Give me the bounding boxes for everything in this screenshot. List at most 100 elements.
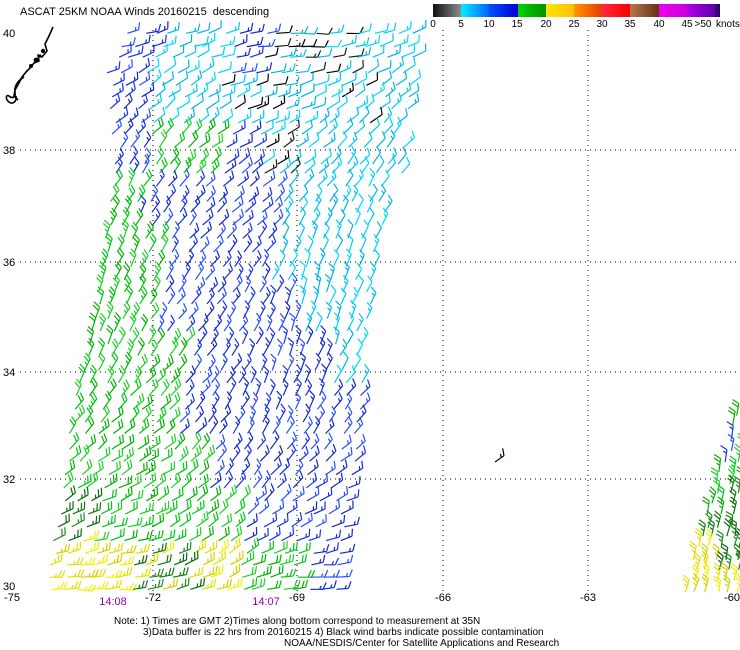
wind-barb (134, 365, 143, 384)
wind-barb (292, 486, 305, 502)
wind-barb (397, 146, 407, 165)
wind-barb (292, 470, 304, 489)
wind-barb (277, 170, 288, 187)
wind-barb (393, 34, 409, 48)
wind-barb (247, 416, 255, 434)
wind-barb (358, 249, 365, 267)
wind-barb (214, 459, 225, 476)
wind-barb (359, 147, 371, 165)
wind-barb (188, 130, 199, 148)
wind-barb (268, 301, 276, 320)
wind-barb (250, 23, 265, 34)
wind-barb (494, 448, 505, 463)
wind-barb (241, 326, 249, 345)
note-line-2: 3)Data buffer is 22 hrs from 20160215 4)… (143, 627, 544, 638)
wind-barb (196, 157, 207, 174)
wind-barb (265, 110, 279, 124)
chart-title: ASCAT 25KM NOAA Winds 20160215 descendin… (20, 6, 270, 18)
wind-barb (391, 56, 405, 74)
legend-tick-label: 30 (596, 19, 608, 30)
wind-barb (179, 445, 189, 462)
wind-barb (116, 567, 133, 578)
wind-barb (339, 543, 356, 554)
wind-barb (386, 129, 396, 148)
wind-barb (81, 459, 93, 476)
wind-barb (337, 130, 348, 148)
wind-barb (159, 157, 168, 174)
wind-barb (146, 487, 159, 502)
wind-barb (250, 405, 257, 423)
wind-barb (380, 169, 390, 187)
wind-barb (140, 249, 149, 267)
wind-barb (149, 93, 162, 110)
wind-barb (97, 337, 106, 356)
wind-barb (374, 23, 390, 34)
wind-barb (218, 300, 228, 320)
wind-barb (196, 82, 209, 98)
wind-barb (373, 249, 381, 267)
wind-barb (171, 234, 179, 253)
wind-barb (298, 445, 309, 462)
wind-barb (168, 170, 178, 187)
wind-barb (315, 311, 323, 332)
wind-barb (146, 23, 162, 34)
wind-barb (85, 471, 99, 489)
wind-barb (138, 93, 149, 110)
wind-barb (111, 338, 119, 356)
wind-barb (167, 287, 176, 305)
wind-barb (249, 45, 264, 58)
wind-barb (88, 392, 98, 410)
wind-barb (248, 186, 260, 202)
lon-axis-label: -66 (435, 592, 451, 604)
wind-barb (301, 431, 311, 450)
legend-tick-label: 0 (430, 19, 436, 30)
wind-barb (150, 184, 159, 202)
wind-barb (201, 578, 217, 590)
wind-barb (196, 22, 211, 34)
wind-barb (247, 286, 256, 305)
wind-barb (285, 541, 298, 554)
wind-barb (689, 540, 697, 561)
wind-barb (135, 34, 151, 48)
wind-barb (201, 432, 211, 450)
wind-barb (303, 416, 313, 434)
wind-barb (165, 260, 174, 281)
wind-barb (246, 537, 260, 554)
wind-barb (160, 233, 169, 253)
wind-barb (361, 156, 370, 174)
lon-axis-label: -69 (289, 592, 305, 604)
wind-barb (220, 404, 232, 423)
wind-barb (255, 326, 264, 345)
wind-barb (51, 581, 68, 590)
wind-barb (120, 131, 129, 148)
wind-barb (327, 93, 341, 110)
wind-barb (155, 500, 170, 515)
wind-barb (127, 517, 143, 528)
wind-barb (229, 550, 244, 566)
wind-barb (325, 418, 335, 434)
legend-tick-label: 35 (624, 19, 636, 30)
wind-barb (692, 573, 700, 593)
wind-barb (137, 353, 148, 371)
wind-barb (165, 274, 175, 293)
wind-barb (219, 94, 232, 110)
wind-barb (225, 484, 238, 502)
wind-barb (313, 416, 321, 434)
wind-barb (408, 83, 420, 98)
wind-barb (178, 94, 191, 110)
wind-barb (383, 22, 397, 34)
wind-barb (295, 325, 302, 345)
wind-barb (387, 45, 401, 58)
wind-barb (304, 248, 311, 267)
wind-barbs-east-edge-pass (682, 398, 740, 593)
wind-barb (166, 418, 176, 434)
wind-barb (412, 19, 427, 34)
lat-axis-label: 34 (3, 367, 15, 379)
wind-barb (124, 418, 136, 434)
wind-barb (170, 146, 180, 165)
wind-barb (149, 287, 158, 305)
wind-barb (258, 300, 266, 319)
wind-barb (276, 274, 285, 293)
wind-barb (169, 512, 181, 528)
